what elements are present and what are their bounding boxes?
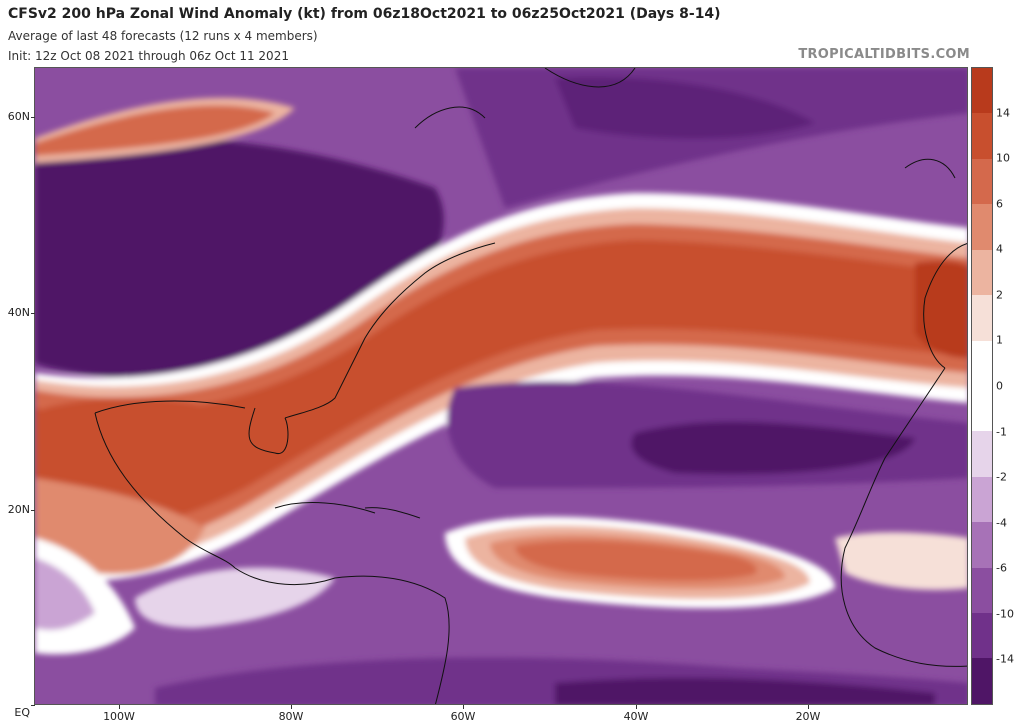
negative-core-equator — [555, 677, 935, 704]
colorbar-label: 4 — [996, 242, 1003, 256]
lon-tick-20w — [808, 705, 809, 709]
colorbar-label: 10 — [996, 151, 1010, 165]
lon-tick-40w — [636, 705, 637, 709]
lon-label-60w: 60W — [450, 710, 476, 723]
colorbar-segment — [972, 204, 992, 250]
iberia-coast — [923, 243, 967, 369]
coastlines — [94, 68, 967, 704]
map-subtitle-forecasts: Average of last 48 forecasts (12 runs x … — [8, 29, 318, 43]
colorbar-label: -4 — [996, 516, 1007, 530]
colorbar-segment — [972, 158, 992, 205]
colorbar-segment — [972, 385, 992, 432]
colorbar-label: -10 — [996, 607, 1014, 621]
map-subtitle-init: Init: 12z Oct 08 2021 through 06z Oct 11… — [8, 49, 289, 63]
lat-label-eq: EQ — [14, 706, 30, 719]
labrador-coast — [414, 106, 486, 129]
colorbar-segment — [972, 476, 992, 523]
us-east-coast — [284, 242, 496, 419]
positive-core-canada — [35, 105, 275, 156]
lat-tick-40n — [31, 313, 35, 314]
south-america-coast — [234, 567, 450, 704]
lat-tick-60n — [31, 117, 35, 118]
colorbar-label: -6 — [996, 561, 1007, 575]
brand-watermark: TROPICALTIDBITS.COM — [798, 47, 970, 62]
colorbar-segment — [972, 613, 992, 659]
map-title: CFSv2 200 hPa Zonal Wind Anomaly (kt) fr… — [8, 6, 721, 22]
gulf-coast — [94, 400, 246, 414]
lon-tick-80w — [291, 705, 292, 709]
british-isles-coast — [904, 158, 956, 179]
near-zero-west-africa — [835, 532, 967, 590]
florida-coast — [248, 407, 289, 454]
colorbar-segment — [972, 431, 992, 477]
colorbar-label: -1 — [996, 425, 1007, 439]
colorbar-label: 0 — [996, 379, 1003, 393]
colorbar-label: -14 — [996, 652, 1014, 666]
colorbar-segment — [972, 68, 992, 114]
lat-label-40n: 40N — [7, 306, 30, 319]
colorbar-segment — [972, 340, 992, 386]
lat-tick-eq — [31, 705, 35, 706]
colorbar-segment — [972, 113, 992, 159]
anomaly-map — [34, 67, 968, 705]
greenland-coast — [544, 68, 636, 88]
africa-coast — [840, 367, 967, 667]
negative-core-subtropics — [631, 421, 915, 475]
hispaniola-coast — [364, 507, 421, 519]
colorbar-label: 14 — [996, 106, 1010, 120]
lon-label-80w: 80W — [278, 710, 304, 723]
negative-lobe-pacific — [35, 558, 95, 630]
colorbar-label: 6 — [996, 197, 1003, 211]
positive-core-iberia — [915, 260, 967, 358]
cuba-coast — [274, 502, 376, 514]
positive-core-gulf — [45, 398, 285, 518]
lat-label-60n: 60N — [7, 110, 30, 123]
colorbar-segment — [972, 567, 992, 614]
near-zero-caribbean — [135, 567, 335, 628]
lon-label-40w: 40W — [623, 710, 649, 723]
colorbar-label: 2 — [996, 288, 1003, 302]
negative-core-north-atlantic — [555, 77, 815, 139]
colorbar-segment — [972, 522, 992, 568]
anomaly-field — [35, 68, 967, 704]
lon-tick-100w — [119, 705, 120, 709]
colorbar-label: 1 — [996, 333, 1003, 347]
colorbar-segment — [972, 295, 992, 341]
colorbar-label: -2 — [996, 470, 1007, 484]
positive-lobe-mexico — [35, 478, 205, 575]
lon-label-100w: 100W — [103, 710, 135, 723]
colorbar — [971, 67, 993, 705]
lon-label-20w: 20W — [795, 710, 821, 723]
mexico-coast — [94, 412, 236, 569]
colorbar-segment — [972, 249, 992, 296]
lon-tick-60w — [463, 705, 464, 709]
colorbar-segment — [972, 658, 992, 704]
lat-label-20n: 20N — [7, 503, 30, 516]
tropical-core-6kt — [515, 540, 757, 581]
lat-tick-20n — [31, 510, 35, 511]
